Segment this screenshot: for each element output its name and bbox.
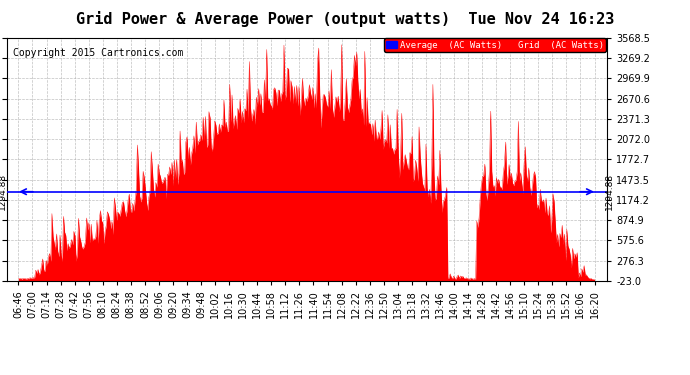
Legend: Average  (AC Watts), Grid  (AC Watts): Average (AC Watts), Grid (AC Watts) [384, 38, 607, 52]
Text: Grid Power & Average Power (output watts)  Tue Nov 24 16:23: Grid Power & Average Power (output watts… [76, 11, 614, 27]
Text: Copyright 2015 Cartronics.com: Copyright 2015 Cartronics.com [13, 48, 184, 58]
Text: 1294.88: 1294.88 [605, 173, 614, 210]
Text: 1294.88: 1294.88 [0, 173, 7, 210]
